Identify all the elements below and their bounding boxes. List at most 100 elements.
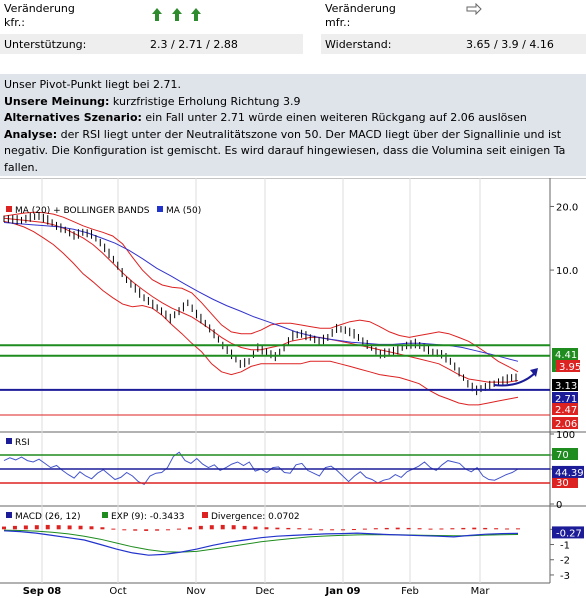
divergence-bar bbox=[472, 527, 477, 530]
pivot-text: Unser Pivot-Punkt liegt bei 2.71. bbox=[4, 78, 182, 91]
divergence-bar bbox=[100, 527, 105, 530]
divergence-bar bbox=[34, 525, 39, 530]
support-value: 2.3 / 2.71 / 2.88 bbox=[150, 38, 238, 51]
macd-y-tick-label: -3 bbox=[560, 571, 570, 582]
divergence-bar bbox=[176, 528, 181, 530]
price-y-tick-label: 20.0 bbox=[556, 202, 578, 213]
legend-rsi-label: RSI bbox=[15, 438, 30, 448]
level-label-box bbox=[552, 403, 578, 415]
divergence-bar bbox=[319, 529, 324, 531]
resistance-value: 3.65 / 3.9 / 4.16 bbox=[466, 38, 554, 51]
analysis-line: Analyse: der RSI liegt unter der Neutral… bbox=[0, 127, 586, 144]
level-label-box bbox=[552, 392, 578, 404]
arrow-up-icon bbox=[191, 8, 201, 21]
divergence-bar bbox=[220, 524, 225, 530]
rsi-level-box bbox=[552, 476, 578, 488]
legend-swatch-exp bbox=[102, 512, 108, 518]
divergence-bar bbox=[275, 527, 280, 530]
forecast-arrow-head bbox=[530, 368, 538, 377]
level-label-box bbox=[552, 348, 578, 360]
divergence-bar bbox=[187, 527, 192, 530]
analysis-label: Analyse: bbox=[4, 127, 58, 141]
resistance-label: Widerstand: bbox=[325, 38, 392, 51]
divergence-bar bbox=[428, 528, 433, 530]
legend-swatch-ma20 bbox=[6, 206, 12, 212]
divergence-bar bbox=[12, 525, 17, 530]
legend-macd-label: MACD (26, 12) bbox=[15, 512, 81, 522]
divergence-bar bbox=[373, 528, 378, 530]
divergence-bar bbox=[351, 529, 356, 531]
rsi-current-label: 44.39 bbox=[555, 468, 584, 479]
divergence-bar bbox=[209, 525, 214, 530]
divergence-bar bbox=[417, 528, 422, 530]
level-label: 2.71 bbox=[555, 394, 577, 405]
forecast-arrow-line bbox=[493, 371, 537, 387]
support-row bbox=[0, 34, 303, 54]
level-label: 3.13 bbox=[555, 381, 577, 392]
x-tick-label: Jan 09 bbox=[325, 586, 361, 597]
divergence-bar bbox=[155, 529, 160, 531]
macd-signal-line bbox=[3, 529, 519, 553]
x-tick-label: Sep 08 bbox=[23, 586, 62, 597]
rsi-level-label: 30 bbox=[556, 478, 569, 489]
commentary-box: Unser Pivot-Punkt liegt bei 2.71. Unsere… bbox=[0, 74, 586, 176]
divergence-bar bbox=[23, 525, 28, 530]
divergence-bar bbox=[384, 527, 389, 530]
alternative-line: Alternatives Szenario: ein Fall unter 2.… bbox=[0, 110, 586, 127]
resistance-row bbox=[321, 34, 586, 54]
price-chart: Sep 08 Oct Nov Dec Jan 09 Feb Mar 20.0 10.0 100 70… bbox=[0, 178, 586, 598]
divergence-bar bbox=[242, 525, 247, 530]
ma20-line bbox=[3, 217, 519, 383]
divergence-bar bbox=[450, 528, 455, 530]
macd-y-tick-label: -2 bbox=[560, 556, 570, 567]
level-label-box bbox=[552, 417, 578, 429]
divergence-bar bbox=[67, 525, 72, 530]
legend-divergence-label: Divergence: 0.0702 bbox=[211, 512, 300, 522]
legend-exp-label: EXP (9): -0.3433 bbox=[111, 512, 185, 522]
divergence-bar bbox=[297, 528, 302, 530]
legend-swatch-rsi bbox=[6, 438, 12, 444]
x-tick-label: Nov bbox=[186, 586, 206, 597]
bollinger-upper-line bbox=[3, 211, 519, 373]
divergence-bar bbox=[439, 528, 444, 530]
macd-current-label: -0.27 bbox=[556, 528, 582, 539]
legend-swatch-ma50 bbox=[157, 206, 163, 212]
change-short-label: Veränderung kfr.: bbox=[4, 2, 75, 29]
divergence-bar bbox=[198, 525, 203, 530]
level-label-box bbox=[556, 360, 580, 372]
divergence-bar bbox=[231, 525, 236, 530]
sideways-arrow-icon bbox=[466, 2, 482, 19]
price-y-tick-label: 10.0 bbox=[556, 266, 578, 277]
x-tick-label: Mar bbox=[471, 586, 491, 597]
analysis-line-2: negativ. Die Konfiguration ist gemischt.… bbox=[4, 144, 566, 157]
analysis-text: der RSI liegt unter der Neutralitätszone… bbox=[57, 127, 562, 141]
divergence-bar bbox=[505, 528, 510, 530]
rsi-current-box bbox=[552, 465, 584, 478]
summary-table: Veränderung kfr.: Veränderung mfr.: Unte… bbox=[0, 0, 586, 60]
legend-ma20-label: MA (20) + BOLLINGER BANDS bbox=[15, 206, 150, 216]
divergence-bar bbox=[494, 528, 499, 530]
divergence-bar bbox=[45, 524, 50, 530]
divergence-bar bbox=[286, 527, 291, 530]
support-label: Unterstützung: bbox=[4, 38, 87, 51]
rsi-level-label: 70 bbox=[556, 450, 569, 461]
level-label-box bbox=[552, 379, 578, 391]
change-mid-label: Veränderung mfr.: bbox=[325, 2, 396, 29]
divergence-bar bbox=[78, 525, 83, 530]
divergence-bar bbox=[330, 529, 335, 531]
alternative-label: Alternatives Szenario: bbox=[4, 111, 142, 124]
macd-y-tick-label: -1 bbox=[560, 541, 570, 552]
opinion-text: kurzfristige Erholung Richtung 3.9 bbox=[109, 94, 301, 108]
divergence-bar bbox=[144, 529, 149, 531]
rsi-level-box bbox=[552, 448, 578, 460]
divergence-bar bbox=[362, 528, 367, 530]
opinion-label: Unsere Meinung: bbox=[4, 94, 110, 108]
divergence-bar bbox=[308, 528, 313, 530]
divergence-bar bbox=[89, 526, 94, 530]
level-label: 3.95 bbox=[559, 362, 581, 373]
divergence-bar bbox=[483, 527, 488, 530]
legend-swatch-divergence bbox=[202, 512, 208, 518]
x-tick-label: Dec bbox=[255, 586, 274, 597]
macd-line bbox=[3, 530, 519, 556]
opinion-line: Unsere Meinung: kurzfristige Erholung Ri… bbox=[0, 94, 586, 111]
